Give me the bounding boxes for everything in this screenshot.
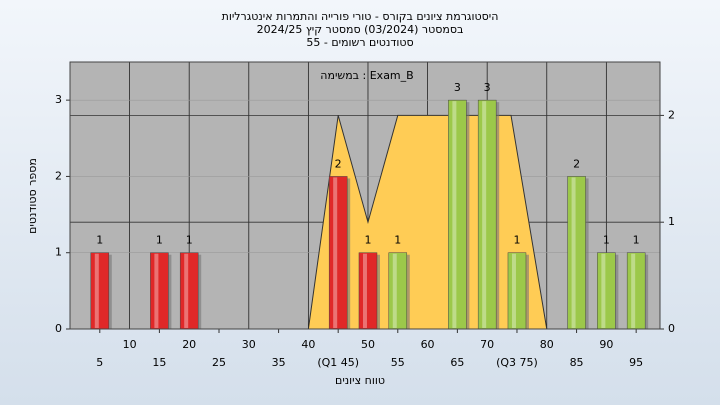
data-label: 3 [484, 81, 491, 94]
data-label: 1 [96, 234, 103, 247]
bar-highlight [511, 253, 516, 328]
data-label: 1 [513, 234, 520, 247]
bar [150, 252, 169, 330]
data-label: 2 [335, 157, 342, 170]
bar-highlight [571, 177, 576, 328]
title-line: בסמסטר (03/2024) סמסטר קיץ 2024/25 [257, 23, 464, 36]
y-tick-label: 3 [55, 93, 62, 106]
x-tick-label: 5 [96, 356, 103, 369]
bar [328, 176, 348, 330]
y-axis-label: מספר סטודנטים [26, 158, 39, 234]
data-label: 1 [156, 234, 163, 247]
data-label: 1 [603, 234, 610, 247]
x-tick-label: 95 [629, 356, 643, 369]
x-tick-label: 10 [123, 338, 137, 351]
x-tick-label: (Q1 45) [317, 356, 359, 369]
x-tick-label: 85 [570, 356, 584, 369]
data-label: 1 [633, 234, 640, 247]
bar [388, 252, 408, 330]
bar [448, 99, 467, 330]
annotation: במשימה : Exam_B [320, 69, 413, 82]
bar-highlight [631, 253, 636, 328]
x-tick-label: 50 [361, 338, 375, 351]
bar-highlight [452, 101, 457, 329]
bar-highlight [154, 253, 159, 328]
bar [507, 252, 527, 330]
x-tick-label: 15 [152, 356, 166, 369]
y-tick-label: 1 [55, 246, 62, 259]
y2-tick-label: 1 [668, 215, 675, 228]
data-label: 1 [186, 234, 193, 247]
x-tick-label: 70 [480, 338, 494, 351]
y-tick-label: 2 [55, 169, 62, 182]
bar [179, 252, 199, 330]
x-tick-label: 20 [182, 338, 196, 351]
title-line: סטודנטים רשומים - 55 [306, 36, 413, 49]
data-label: 1 [394, 234, 401, 247]
bar-highlight [362, 253, 367, 328]
bar-highlight [601, 253, 606, 328]
x-tick-label: 25 [212, 356, 226, 369]
data-label: 3 [454, 81, 461, 94]
data-label: 1 [364, 234, 371, 247]
bar-highlight [184, 253, 189, 328]
data-label: 2 [573, 157, 580, 170]
x-tick-label: 35 [272, 356, 286, 369]
bar [90, 252, 110, 330]
bar [626, 252, 646, 330]
y2-tick-label: 0 [668, 322, 675, 335]
x-tick-label: (Q3 75) [496, 356, 538, 369]
y-tick-label: 0 [55, 322, 62, 335]
bar [597, 252, 616, 330]
bar-highlight [392, 253, 397, 328]
bar-highlight [482, 101, 487, 329]
x-tick-label: 60 [421, 338, 435, 351]
x-tick-label: 40 [301, 338, 315, 351]
title-line: היסטוגרמת ציונים בקורס - טורי פורייה והת… [222, 10, 499, 23]
x-tick-label: 80 [540, 338, 554, 351]
x-tick-label: 65 [450, 356, 464, 369]
bar-highlight [333, 177, 338, 328]
bar [477, 99, 497, 330]
bar-highlight [94, 253, 99, 328]
x-tick-label: 90 [599, 338, 613, 351]
bar [358, 252, 378, 330]
x-tick-label: 30 [242, 338, 256, 351]
x-tick-label: 55 [391, 356, 405, 369]
x-axis-label: טווח ציונים [335, 374, 385, 387]
bar [567, 176, 586, 330]
plot-frame [69, 61, 661, 330]
y2-tick-label: 2 [668, 108, 675, 121]
